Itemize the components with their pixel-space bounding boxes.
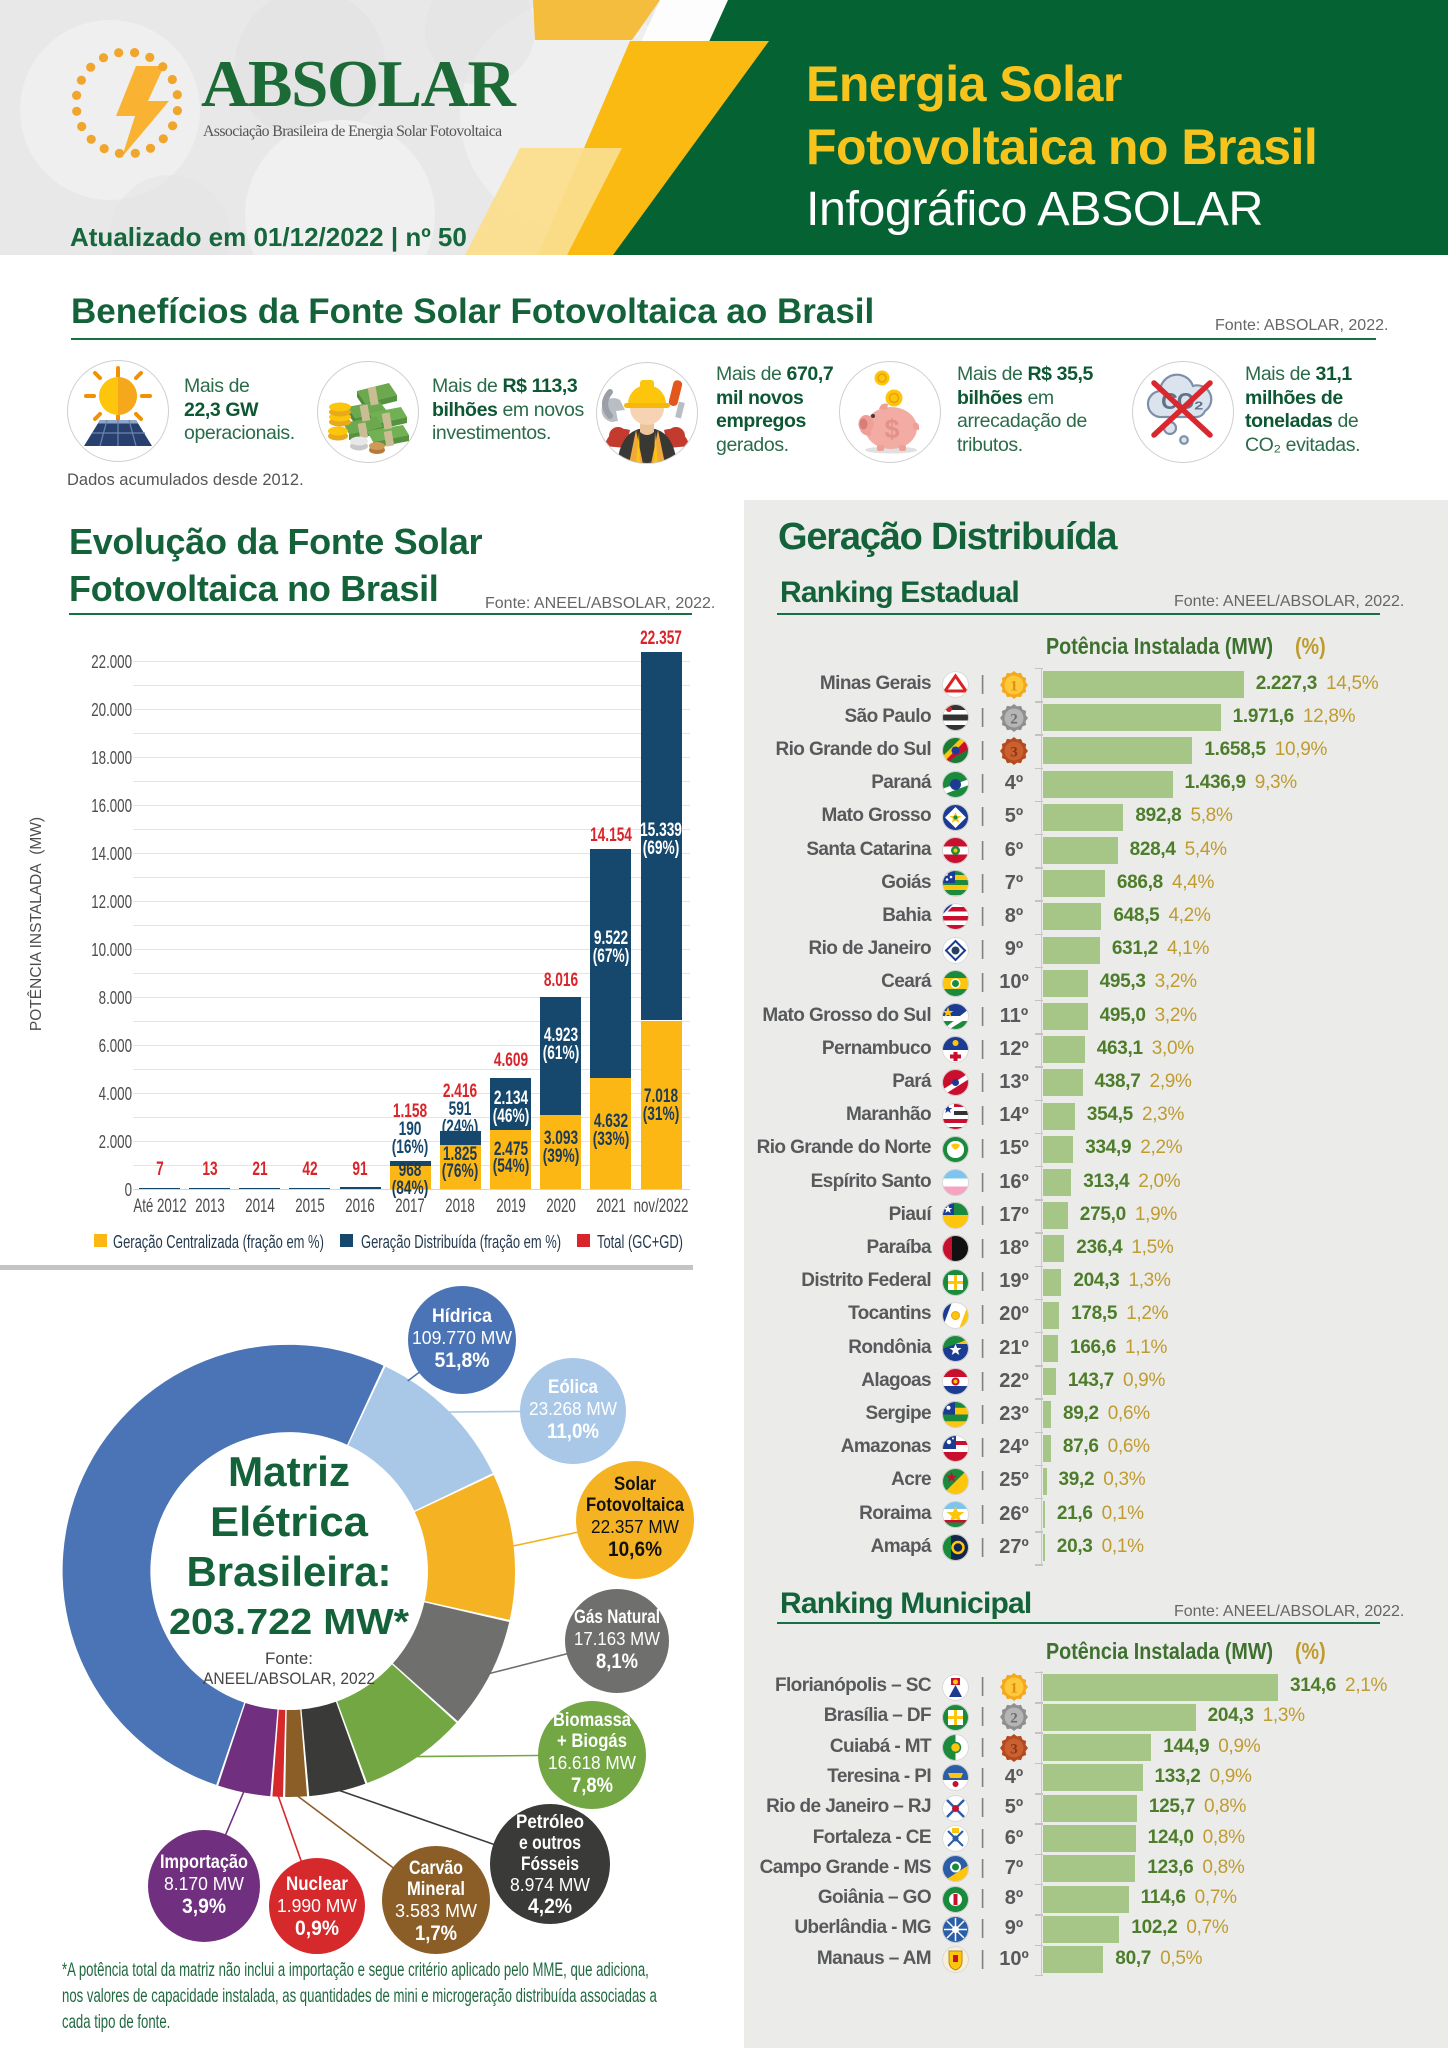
svg-text:1,7%: 1,7% bbox=[415, 1922, 457, 1945]
svg-text:2: 2 bbox=[1010, 1711, 1018, 1727]
svg-text:22.357 MW: 22.357 MW bbox=[591, 1516, 679, 1537]
svg-text:1: 1 bbox=[1010, 1681, 1018, 1697]
svg-text:Petróleo: Petróleo bbox=[516, 1812, 584, 1833]
svg-text:+ Biogás: + Biogás bbox=[557, 1731, 627, 1752]
svg-text:Fósseis: Fósseis bbox=[521, 1854, 579, 1875]
svg-text:4,2%: 4,2% bbox=[528, 1895, 572, 1918]
svg-text:e outros: e outros bbox=[519, 1833, 581, 1854]
svg-text:17.163 MW: 17.163 MW bbox=[574, 1628, 660, 1649]
svg-text:Importação: Importação bbox=[160, 1852, 248, 1873]
svg-text:1.990 MW: 1.990 MW bbox=[277, 1895, 358, 1916]
svg-text:8.974 MW: 8.974 MW bbox=[510, 1874, 591, 1895]
svg-text:Hídrica: Hídrica bbox=[432, 1306, 492, 1327]
svg-text:3: 3 bbox=[1010, 1741, 1018, 1757]
svg-text:8,1%: 8,1% bbox=[596, 1650, 638, 1673]
svg-text:Gás Natural: Gás Natural bbox=[574, 1607, 660, 1628]
svg-text:Fotovoltaica: Fotovoltaica bbox=[586, 1495, 684, 1516]
svg-text:11,0%: 11,0% bbox=[547, 1420, 599, 1443]
svg-text:Solar: Solar bbox=[614, 1474, 657, 1495]
svg-text:2: 2 bbox=[1010, 711, 1018, 727]
svg-text:3.583 MW: 3.583 MW bbox=[395, 1900, 478, 1921]
svg-text:Eólica: Eólica bbox=[548, 1377, 598, 1398]
svg-text:$: $ bbox=[884, 414, 899, 444]
svg-text:7,8%: 7,8% bbox=[571, 1774, 613, 1797]
svg-text:109.770 MW: 109.770 MW bbox=[412, 1327, 513, 1348]
svg-text:ANEEL/ABSOLAR, 2022: ANEEL/ABSOLAR, 2022 bbox=[203, 1669, 375, 1688]
svg-text:23.268 MW: 23.268 MW bbox=[529, 1398, 617, 1419]
svg-text:Biomassa: Biomassa bbox=[553, 1710, 631, 1731]
svg-text:3: 3 bbox=[1010, 744, 1018, 760]
svg-text:203.722 MW*: 203.722 MW* bbox=[169, 1601, 409, 1642]
svg-text:51,8%: 51,8% bbox=[435, 1349, 490, 1372]
svg-text:10,6%: 10,6% bbox=[608, 1538, 662, 1561]
svg-text:16.618 MW: 16.618 MW bbox=[548, 1752, 636, 1773]
svg-text:0,9%: 0,9% bbox=[295, 1917, 339, 1940]
svg-text:Mineral: Mineral bbox=[407, 1879, 465, 1900]
svg-text:Elétrica: Elétrica bbox=[210, 1498, 369, 1545]
svg-text:3,9%: 3,9% bbox=[182, 1895, 226, 1918]
svg-text:Brasileira:: Brasileira: bbox=[187, 1548, 392, 1595]
svg-text:Nuclear: Nuclear bbox=[286, 1874, 349, 1895]
svg-text:1: 1 bbox=[1010, 678, 1018, 694]
svg-text:Matriz: Matriz bbox=[228, 1448, 350, 1495]
svg-text:8.170 MW: 8.170 MW bbox=[164, 1873, 245, 1894]
svg-text:Fonte:: Fonte: bbox=[265, 1649, 313, 1668]
svg-text:Carvão: Carvão bbox=[409, 1858, 463, 1879]
